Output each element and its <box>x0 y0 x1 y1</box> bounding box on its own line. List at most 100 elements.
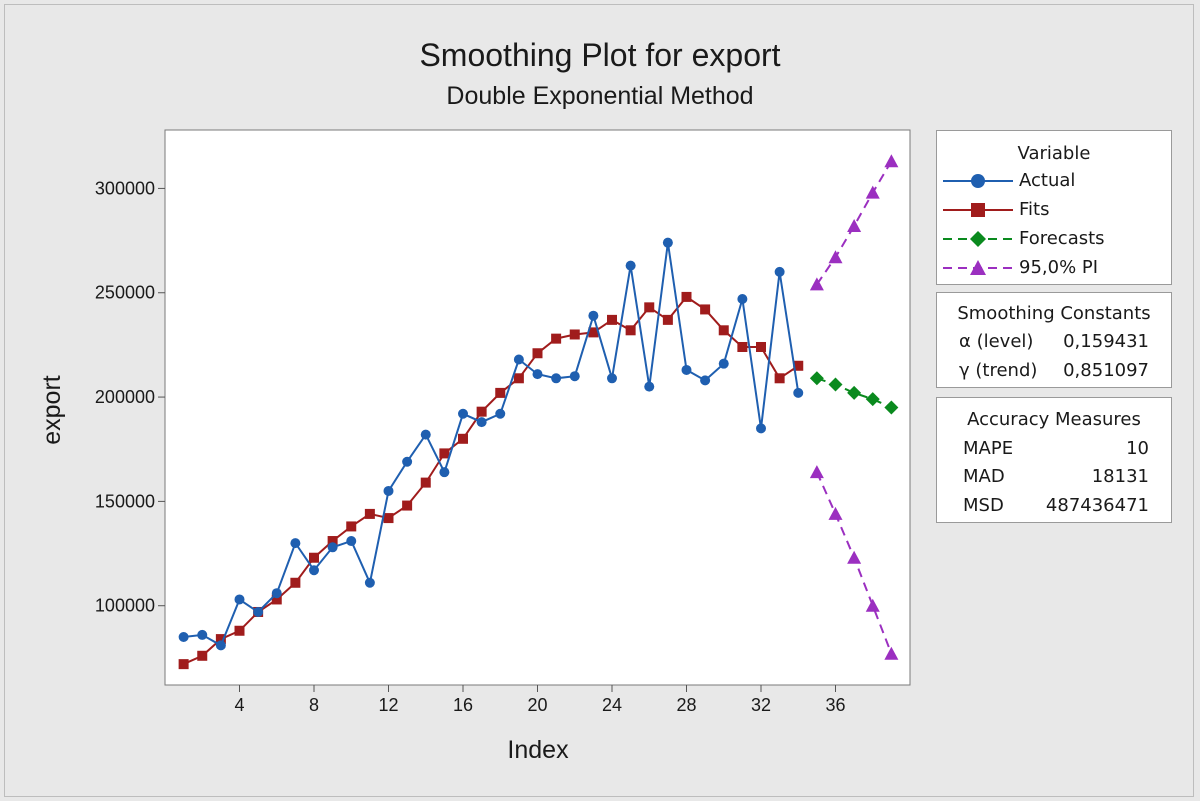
gamma-row: γ (trend) 0,851097 <box>937 358 1171 384</box>
alpha-label: α (level) <box>959 331 1034 352</box>
axes-layer: 4 8 12 16 20 24 28 32 36 100000 150000 200000 250000… <box>95 178 846 715</box>
data-point-5 <box>271 594 282 605</box>
mape-value: 10 <box>1126 438 1149 459</box>
data-point-3 <box>865 392 880 407</box>
accuracy-header: Accuracy Measures <box>967 409 1141 430</box>
data-point-12 <box>402 500 413 511</box>
series-2 <box>809 371 899 415</box>
data-point-28 <box>700 375 711 386</box>
data-point-5 <box>271 588 282 599</box>
x-tick-label: 24 <box>602 695 622 715</box>
x-tick-label: 4 <box>234 695 244 715</box>
legend-marker-actual <box>943 174 1013 188</box>
data-point-0 <box>809 277 824 291</box>
data-point-32 <box>774 373 785 384</box>
data-point-2 <box>847 218 862 232</box>
data-point-10 <box>364 508 375 519</box>
series-line-3 <box>816 160 893 285</box>
data-point-3 <box>234 594 245 605</box>
x-tick-label: 28 <box>676 695 696 715</box>
data-point-25 <box>644 381 655 392</box>
data-point-15 <box>458 408 468 419</box>
alpha-value: 0,159431 <box>1063 331 1149 352</box>
data-point-2 <box>215 634 226 645</box>
legend-item-fits: Fits <box>937 198 1171 222</box>
data-point-6 <box>290 538 301 549</box>
gamma-value: 0,851097 <box>1063 360 1149 381</box>
series-line-2 <box>816 377 892 409</box>
data-point-10 <box>364 577 375 588</box>
data-point-17 <box>495 408 506 419</box>
data-point-32 <box>774 266 785 277</box>
y-tick-label: 300000 <box>95 178 155 198</box>
y-tick-label: 100000 <box>95 596 155 616</box>
legend-label-forecasts: Forecasts <box>1019 228 1105 249</box>
y-axis-label: export <box>38 375 66 445</box>
data-point-1 <box>828 250 843 264</box>
data-point-8 <box>327 536 338 547</box>
data-point-1 <box>828 377 843 392</box>
data-point-0 <box>178 659 189 670</box>
data-point-3 <box>865 185 880 199</box>
legend-label-actual: Actual <box>1019 170 1076 191</box>
x-tick-label: 16 <box>453 695 473 715</box>
series-1 <box>178 291 804 670</box>
data-point-16 <box>476 406 487 417</box>
x-axis-label: Index <box>507 736 569 764</box>
data-point-3 <box>234 625 245 636</box>
smoothing-header: Smoothing Constants <box>957 303 1151 324</box>
gamma-label: γ (trend) <box>959 360 1038 381</box>
data-point-0 <box>178 632 189 643</box>
data-point-33 <box>793 387 804 398</box>
data-point-0 <box>809 371 824 386</box>
data-point-1 <box>197 629 208 640</box>
data-point-29 <box>718 358 729 369</box>
data-point-23 <box>607 314 617 325</box>
data-point-29 <box>718 325 729 336</box>
accuracy-measures-box: Accuracy Measures MAPE 10 MAD 18131 MSD … <box>936 397 1172 523</box>
data-point-15 <box>458 433 468 444</box>
legend-label-pi: 95,0% PI <box>1019 257 1099 278</box>
data-point-2 <box>215 640 226 651</box>
data-point-18 <box>513 354 524 365</box>
data-point-16 <box>476 417 487 428</box>
legend-item-actual: Actual <box>937 169 1171 193</box>
legend-label-fits: Fits <box>1019 199 1050 220</box>
data-point-21 <box>569 371 580 382</box>
data-point-27 <box>681 291 692 302</box>
legend-marker-forecasts <box>943 231 1013 247</box>
x-tick-label: 32 <box>751 695 771 715</box>
data-point-18 <box>513 373 524 384</box>
data-point-22 <box>588 327 599 338</box>
data-point-19 <box>532 369 543 380</box>
data-point-20 <box>551 333 562 344</box>
data-point-3 <box>865 598 880 612</box>
data-point-26 <box>662 237 673 248</box>
chart-title: Smoothing Plot for export <box>419 37 780 73</box>
data-point-17 <box>495 387 506 398</box>
series-0 <box>178 237 804 651</box>
legend-item-pi: 95,0% PI <box>937 256 1171 280</box>
figure-frame <box>4 4 1194 797</box>
series-3 <box>809 154 899 291</box>
data-point-9 <box>346 521 357 532</box>
data-point-4 <box>253 606 264 617</box>
x-tick-label: 20 <box>527 695 547 715</box>
data-point-33 <box>793 360 804 371</box>
data-point-23 <box>607 373 617 384</box>
data-point-12 <box>402 456 413 467</box>
mape-row: MAPE 10 <box>937 436 1171 462</box>
msd-value: 487436471 <box>1045 495 1149 516</box>
data-point-31 <box>756 423 766 434</box>
y-tick-label: 150000 <box>95 491 155 511</box>
series-line-0 <box>183 242 800 647</box>
series-4 <box>809 465 899 660</box>
data-point-2 <box>847 385 862 400</box>
x-tick-label: 36 <box>825 695 845 715</box>
data-point-26 <box>662 314 673 325</box>
data-point-1 <box>197 650 208 661</box>
data-point-4 <box>884 400 899 415</box>
data-point-13 <box>420 429 431 440</box>
plot-area <box>164 129 911 686</box>
data-point-30 <box>737 294 748 305</box>
